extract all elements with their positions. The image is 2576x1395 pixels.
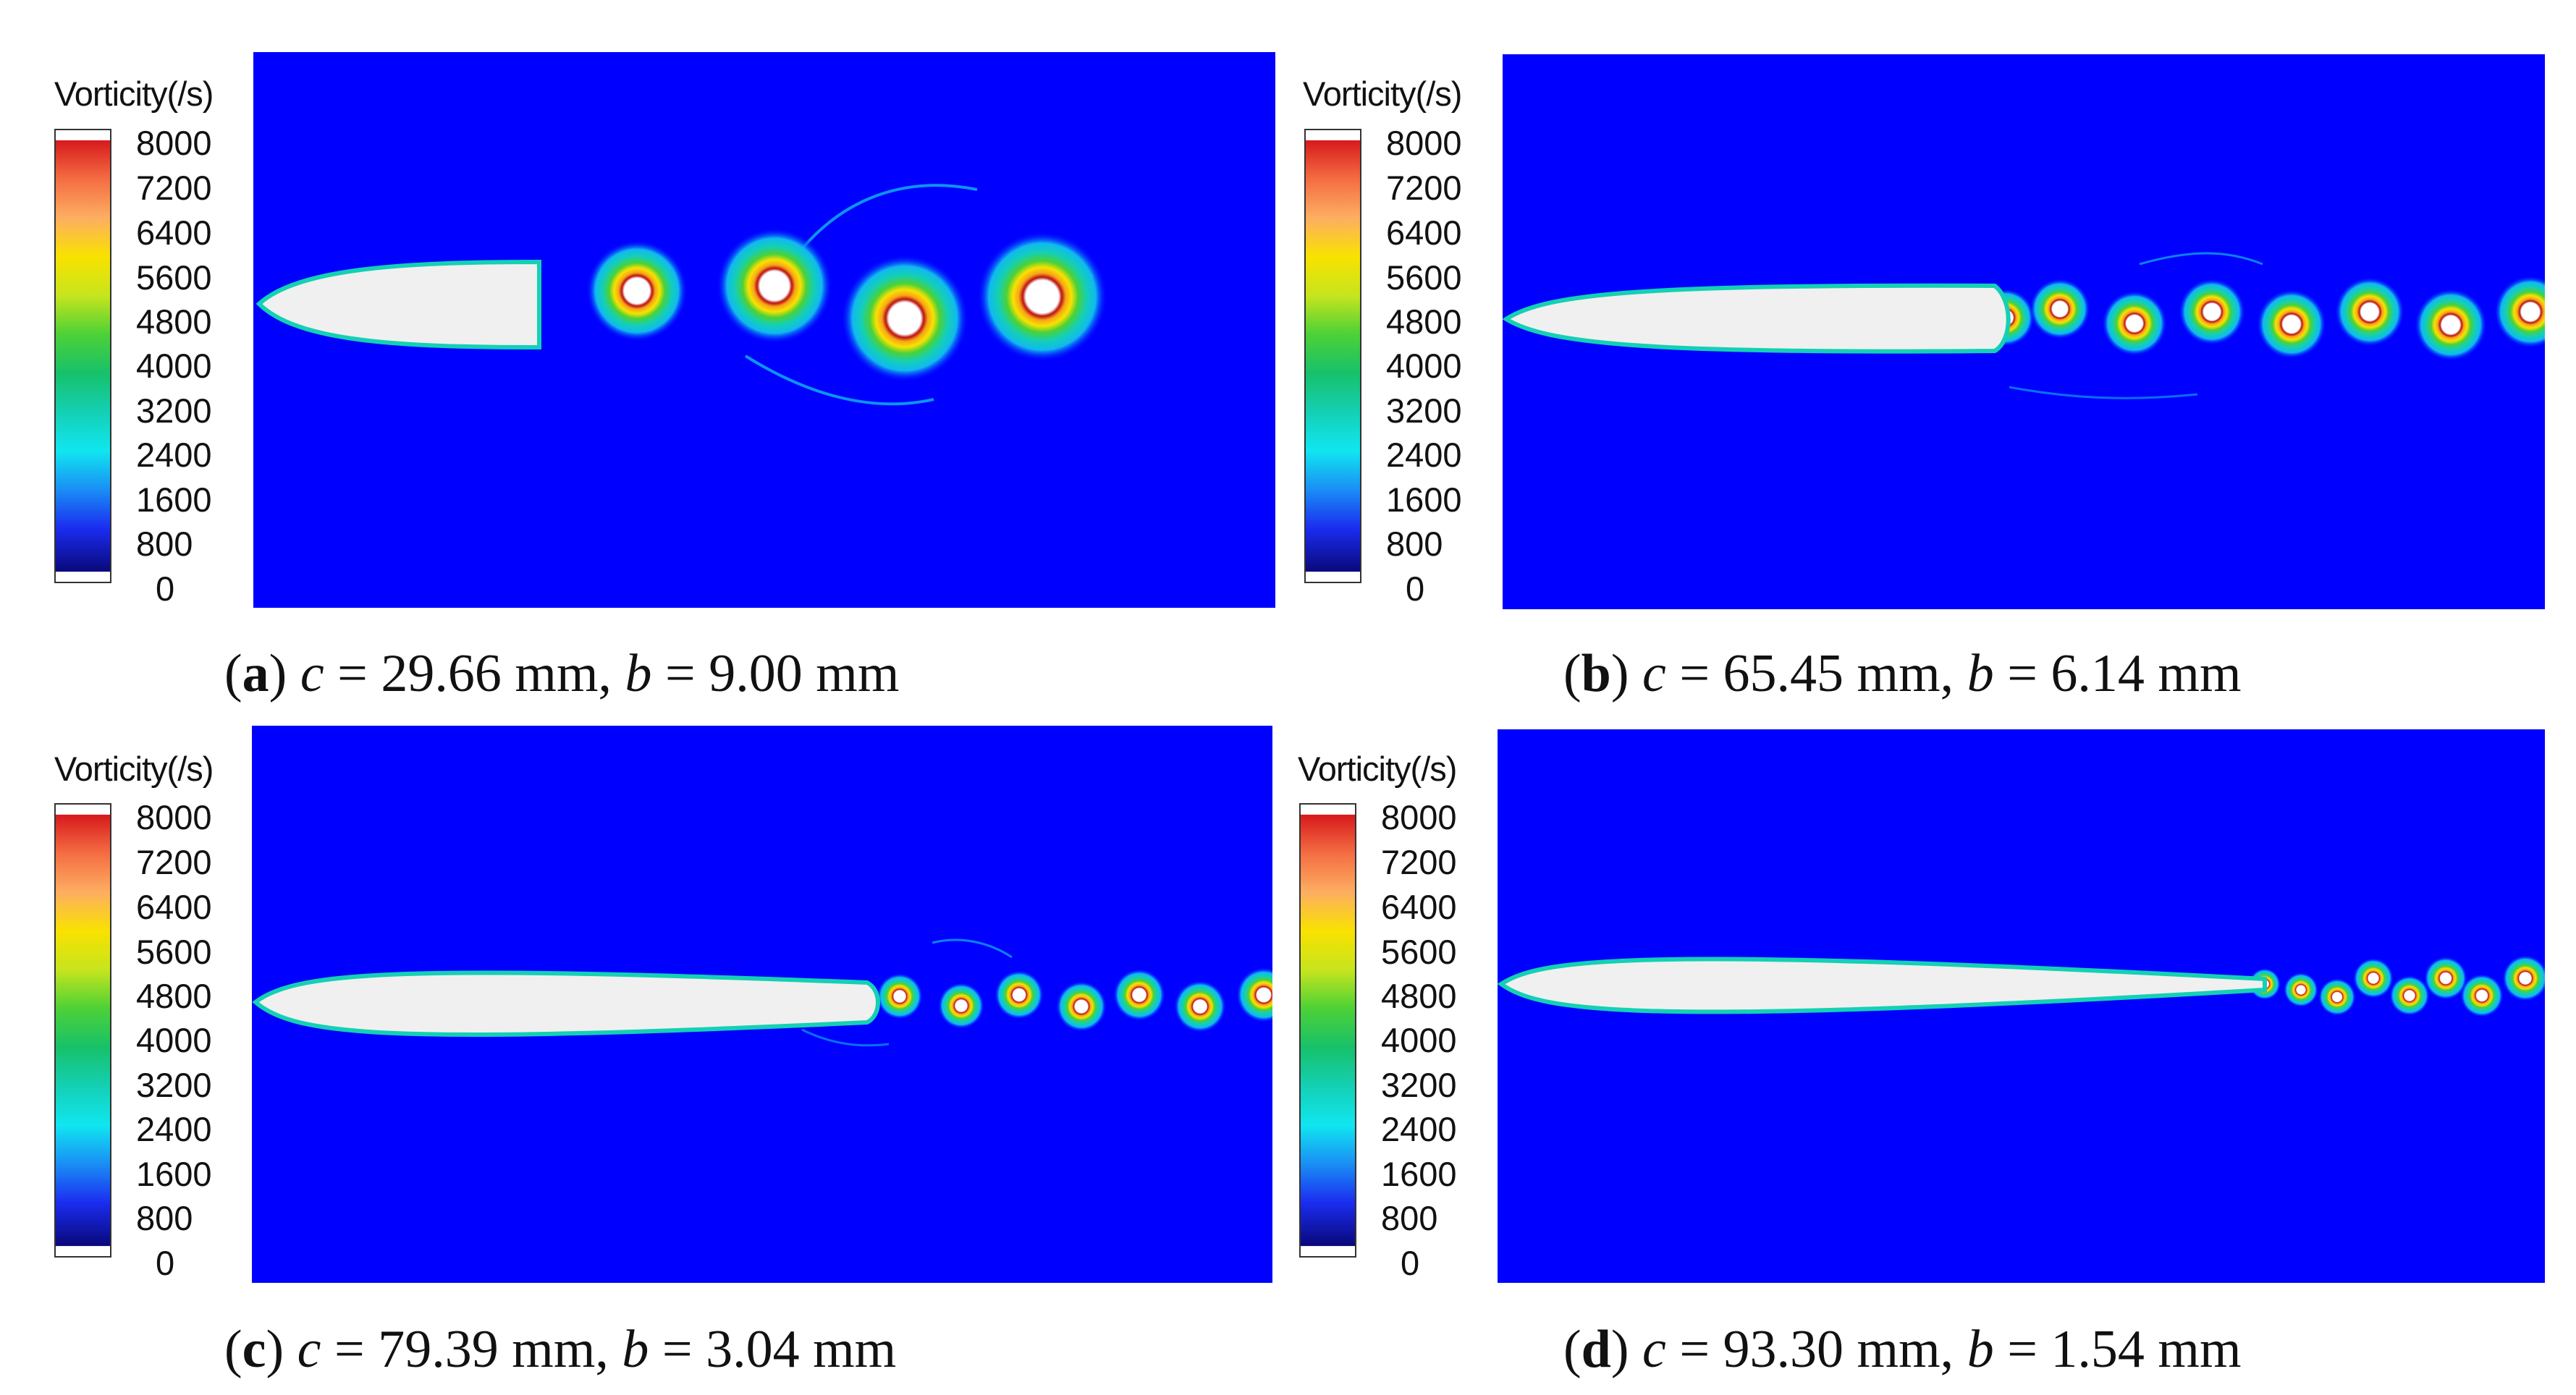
panel-caption: (b) c = 65.45 mm, b = 6.14 mm <box>1563 644 2242 703</box>
colorbar-tick: 3200 <box>136 391 212 430</box>
colorbar <box>1304 129 1361 583</box>
colorbar-tick: 6400 <box>1386 213 1462 252</box>
vorticity-contour-plot <box>1498 729 2545 1283</box>
colorbar-title: Vorticity(/s) <box>1298 750 1457 788</box>
colorbar-tick: 6400 <box>1381 888 1457 926</box>
vorticity-contour-plot <box>253 52 1275 608</box>
colorbar-tick: 1600 <box>1381 1155 1457 1193</box>
colorbar-tick: 4000 <box>136 1021 212 1059</box>
colorbar-tick: 4800 <box>1381 977 1457 1015</box>
colorbar-tick: 0 <box>156 1244 175 1282</box>
colorbar <box>54 129 111 583</box>
vorticity-contour-plot <box>252 726 1272 1283</box>
colorbar-tick: 5600 <box>1386 258 1462 297</box>
colorbar-title: Vorticity(/s) <box>54 750 214 788</box>
colorbar-tick: 4000 <box>1386 347 1462 385</box>
colorbar-tick: 1600 <box>136 1155 212 1193</box>
colorbar-tick: 3200 <box>1386 391 1462 430</box>
colorbar-tick: 2400 <box>136 436 212 474</box>
colorbar-tick: 800 <box>1386 525 1443 563</box>
colorbar-tick: 2400 <box>136 1110 212 1148</box>
colorbar-tick: 1600 <box>136 480 212 519</box>
colorbar-tick: 3200 <box>1381 1066 1457 1104</box>
colorbar-tick: 6400 <box>136 213 212 252</box>
colorbar-tick: 1600 <box>1386 480 1462 519</box>
colorbar-title: Vorticity(/s) <box>54 75 214 113</box>
colorbar-tick: 5600 <box>136 258 212 297</box>
colorbar-tick: 800 <box>136 525 193 563</box>
colorbar-title: Vorticity(/s) <box>1303 75 1462 113</box>
colorbar-tick: 3200 <box>136 1066 212 1104</box>
colorbar-tick: 0 <box>156 569 175 608</box>
colorbar-tick: 4800 <box>136 977 212 1015</box>
colorbar <box>54 803 111 1258</box>
colorbar-tick: 8000 <box>1381 798 1457 836</box>
vorticity-contour-plot <box>1503 54 2545 609</box>
colorbar-tick: 8000 <box>136 798 212 836</box>
colorbar-tick: 4000 <box>1381 1021 1457 1059</box>
panel-caption: (a) c = 29.66 mm, b = 9.00 mm <box>224 644 900 703</box>
colorbar-tick: 8000 <box>1386 124 1462 162</box>
colorbar-tick: 0 <box>1406 569 1425 608</box>
panel-caption: (d) c = 93.30 mm, b = 1.54 mm <box>1563 1320 2242 1379</box>
colorbar-tick: 800 <box>1381 1199 1438 1237</box>
panel-caption: (c) c = 79.39 mm, b = 3.04 mm <box>224 1320 897 1379</box>
colorbar-tick: 5600 <box>1381 933 1457 971</box>
colorbar-tick: 8000 <box>136 124 212 162</box>
colorbar-tick: 4800 <box>136 302 212 341</box>
colorbar-tick: 7200 <box>1381 843 1457 881</box>
colorbar-tick: 5600 <box>136 933 212 971</box>
colorbar-tick: 2400 <box>1381 1110 1457 1148</box>
colorbar-tick: 7200 <box>136 169 212 207</box>
colorbar-tick: 2400 <box>1386 436 1462 474</box>
colorbar-tick: 0 <box>1401 1244 1420 1282</box>
colorbar <box>1299 803 1356 1258</box>
colorbar-tick: 6400 <box>136 888 212 926</box>
colorbar-tick: 4800 <box>1386 302 1462 341</box>
colorbar-tick: 7200 <box>1386 169 1462 207</box>
colorbar-tick: 800 <box>136 1199 193 1237</box>
colorbar-tick: 4000 <box>136 347 212 385</box>
colorbar-tick: 7200 <box>136 843 212 881</box>
